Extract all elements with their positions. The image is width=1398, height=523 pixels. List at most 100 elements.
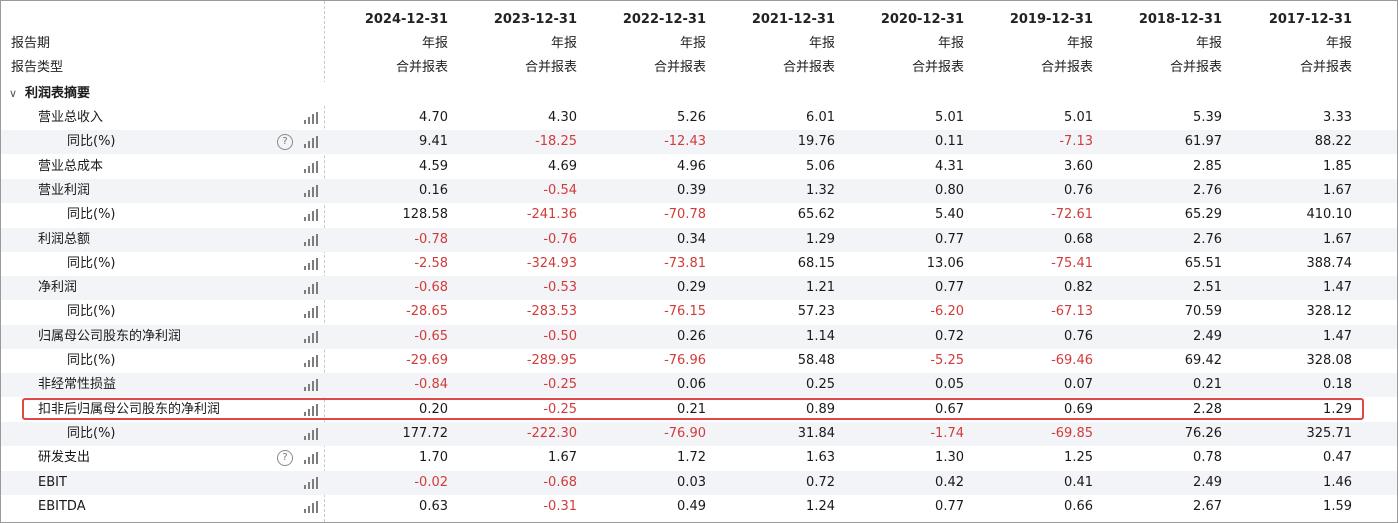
value-cell: 388.74	[1306, 256, 1353, 271]
value-cell: 70.59	[1184, 304, 1222, 319]
value-cell: -6.20	[930, 304, 964, 319]
value-cell: 0.89	[806, 402, 835, 417]
table-row[interactable]: 同比(%) 177.72 -222.30 -76.90 31.84 -1.74 -69.85…	[1, 422, 1397, 446]
value-cell: -0.54	[543, 183, 577, 198]
bar-chart-icon[interactable]	[304, 404, 318, 416]
value-cell: -72.61	[1051, 207, 1093, 222]
value-cell: 1.30	[935, 450, 964, 465]
column-date: 2023-12-31	[493, 12, 577, 27]
value-cell: 0.07	[1064, 377, 1093, 392]
value-cell: 1.46	[1323, 475, 1352, 490]
row-label: 营业总收入	[38, 110, 104, 125]
bar-chart-icon[interactable]	[304, 136, 318, 148]
bar-chart-icon[interactable]	[304, 331, 318, 343]
bar-chart-icon[interactable]	[304, 234, 318, 246]
value-cell: 0.49	[677, 499, 706, 514]
value-cell: 4.70	[419, 110, 448, 125]
value-cell: -69.85	[1051, 426, 1093, 441]
column-report-type: 合并报表	[911, 60, 964, 75]
value-cell: 1.14	[806, 329, 835, 344]
column-report-type: 合并报表	[782, 60, 835, 75]
bar-chart-icon[interactable]	[304, 306, 318, 318]
table-row[interactable]: EBITDA 0.63 -0.31 0.49 1.24 0.77 0.66 2.67 1.59	[1, 495, 1397, 519]
row-label: 净利润	[38, 280, 78, 295]
table-row[interactable]: 营业利润 0.16 -0.54 0.39 1.32 0.80 0.76 2.76 1.67	[1, 179, 1397, 203]
value-cell: 1.21	[806, 280, 835, 295]
bar-chart-icon[interactable]	[304, 477, 318, 489]
value-cell: 68.15	[797, 256, 835, 271]
value-cell: 2.76	[1193, 183, 1222, 198]
bar-chart-icon[interactable]	[304, 258, 318, 270]
bar-chart-icon[interactable]	[304, 185, 318, 197]
value-cell: 177.72	[402, 426, 449, 441]
table-row[interactable]: 非经常性损益 -0.84 -0.25 0.06 0.25 0.05 0.07 0.21 0.18	[1, 373, 1397, 397]
table-row[interactable]: 净利润 -0.68 -0.53 0.29 1.21 0.77 0.82 2.51 1.47	[1, 276, 1397, 300]
value-cell: 5.01	[1064, 110, 1093, 125]
bar-chart-icon[interactable]	[304, 112, 318, 124]
column-period: 年报	[808, 36, 835, 51]
row-label: 同比(%)	[67, 353, 116, 368]
bar-chart-icon[interactable]	[304, 501, 318, 513]
value-cell: 0.77	[935, 232, 964, 247]
column-report-type: 合并报表	[1169, 60, 1222, 75]
value-cell: 5.40	[935, 207, 964, 222]
value-cell: 0.66	[1064, 499, 1093, 514]
value-cell: 0.77	[935, 280, 964, 295]
row-label: 非经常性损益	[38, 377, 117, 392]
bar-chart-icon[interactable]	[304, 355, 318, 367]
value-cell: 65.29	[1184, 207, 1222, 222]
help-circle-icon[interactable]: ?	[277, 450, 293, 466]
value-cell: 61.97	[1184, 134, 1222, 149]
bar-chart-icon[interactable]	[304, 379, 318, 391]
row-label: 营业利润	[38, 183, 91, 198]
value-cell: 0.42	[935, 475, 964, 490]
chevron-down-icon[interactable]: ∨	[9, 87, 18, 100]
value-cell: -0.25	[543, 402, 577, 417]
value-cell: 5.26	[677, 110, 706, 125]
value-cell: -67.13	[1051, 304, 1093, 319]
table-row[interactable]: 同比(%) 128.58 -241.36 -70.78 65.62 5.40 -72.61 6…	[1, 203, 1397, 227]
table-row[interactable]: 营业总成本 4.59 4.69 4.96 5.06 4.31 3.60 2.85 1.85	[1, 155, 1397, 179]
value-cell: 410.10	[1306, 207, 1353, 222]
table-row[interactable]: EBIT -0.02 -0.68 0.03 0.72 0.42 0.41 2.49 1.46	[1, 471, 1397, 495]
table-row[interactable]: 扣非后归属母公司股东的净利润 0.20 -0.25 0.21 0.89 0.67 0.69 2…	[1, 398, 1397, 422]
section-label: 利润表摘要	[25, 86, 91, 101]
value-cell: 1.29	[806, 232, 835, 247]
value-cell: 1.59	[1323, 499, 1352, 514]
column-date: 2017-12-31	[1268, 12, 1352, 27]
bar-chart-icon[interactable]	[304, 282, 318, 294]
value-cell: 1.85	[1323, 159, 1352, 174]
value-cell: 2.67	[1193, 499, 1222, 514]
value-cell: 4.59	[419, 159, 448, 174]
table-row[interactable]: 同比(%) -29.69 -289.95 -76.96 58.48 -5.25 -69.46…	[1, 349, 1397, 373]
value-cell: 0.18	[1323, 377, 1352, 392]
table-row[interactable]: 同比(%) -28.65 -283.53 -76.15 57.23 -6.20 -67.13…	[1, 300, 1397, 324]
table-row[interactable]: 利润总额 -0.78 -0.76 0.34 1.29 0.77 0.68 2.76 1.67	[1, 228, 1397, 252]
value-cell: 128.58	[402, 207, 449, 222]
table-row[interactable]: 同比(%) -2.58 -324.93 -73.81 68.15 13.06 -75.41 6…	[1, 252, 1397, 276]
column-date: 2018-12-31	[1138, 12, 1222, 27]
section-row-income-summary[interactable]: ∨ 利润表摘要	[1, 82, 1397, 106]
table-row[interactable]: 归属母公司股东的净利润 -0.65 -0.50 0.26 1.14 0.72 0.76 2.4…	[1, 325, 1397, 349]
column-report-type: 合并报表	[1299, 60, 1352, 75]
table-row[interactable]: 同比(%)? 9.41 -18.25 -12.43 19.76 0.11 -7.13 61.9…	[1, 130, 1397, 154]
value-cell: 3.33	[1323, 110, 1352, 125]
value-cell: -0.76	[543, 232, 577, 247]
table-row[interactable]: 营业总收入 4.70 4.30 5.26 6.01 5.01 5.01 5.39 3.33	[1, 106, 1397, 130]
value-cell: 1.47	[1323, 280, 1352, 295]
value-cell: 0.76	[1064, 329, 1093, 344]
column-period: 年报	[1325, 36, 1352, 51]
row-label: 营业总成本	[38, 159, 104, 174]
bar-chart-icon[interactable]	[304, 428, 318, 440]
table-row[interactable]: 研发支出? 1.70 1.67 1.72 1.63 1.30 1.25 0.78 0.47	[1, 446, 1397, 470]
value-cell: -69.46	[1051, 353, 1093, 368]
column-report-type: 合并报表	[524, 60, 577, 75]
column-date: 2021-12-31	[751, 12, 835, 27]
report-period-label: 报告期	[11, 36, 51, 51]
value-cell: -2.58	[414, 256, 448, 271]
value-cell: 31.84	[797, 426, 835, 441]
help-circle-icon[interactable]: ?	[277, 134, 293, 150]
bar-chart-icon[interactable]	[304, 452, 318, 464]
bar-chart-icon[interactable]	[304, 161, 318, 173]
bar-chart-icon[interactable]	[304, 209, 318, 221]
